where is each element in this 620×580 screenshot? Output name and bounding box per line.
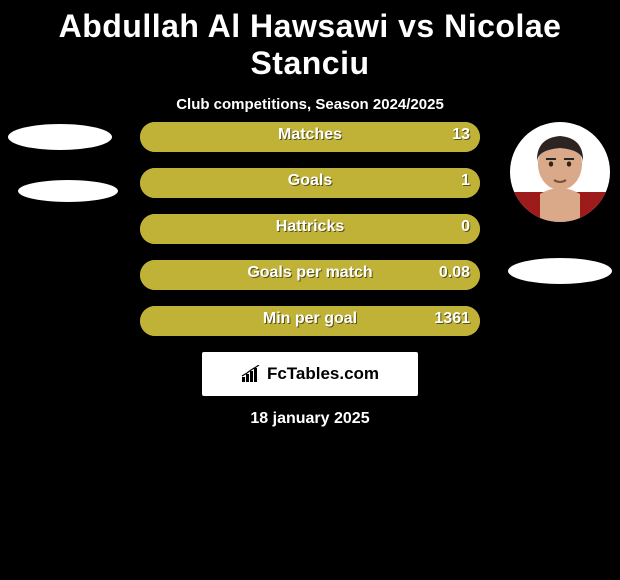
comparison-card: Abdullah Al Hawsawi vs Nicolae Stanciu C… — [0, 0, 620, 580]
stat-row: Matches 13 — [0, 122, 620, 152]
subtitle: Club competitions, Season 2024/2025 — [0, 96, 620, 113]
stat-row: Goals per match 0.08 — [0, 260, 620, 290]
stat-row: Goals 1 — [0, 168, 620, 198]
stat-label: Goals — [288, 172, 332, 190]
stat-value-right: 0 — [461, 218, 470, 236]
stat-row: Min per goal 1361 — [0, 306, 620, 336]
stat-label: Matches — [278, 126, 342, 144]
brand-badge[interactable]: FcTables.com — [202, 352, 418, 396]
stat-row: Hattricks 0 — [0, 214, 620, 244]
stat-label: Min per goal — [263, 310, 357, 328]
bar-chart-icon — [241, 365, 261, 383]
stat-label: Goals per match — [247, 264, 372, 282]
stats-list: Matches 13 Goals 1 Hattricks 0 Goals per match… — [0, 122, 620, 352]
date-label: 18 january 2025 — [0, 410, 620, 428]
stat-value-right: 13 — [452, 126, 470, 144]
stat-value-right: 1361 — [434, 310, 470, 328]
stat-value-right: 0.08 — [439, 264, 470, 282]
page-title: Abdullah Al Hawsawi vs Nicolae Stanciu — [0, 0, 620, 82]
stat-value-right: 1 — [461, 172, 470, 190]
stat-label: Hattricks — [276, 218, 344, 236]
brand-text: FcTables.com — [267, 364, 379, 384]
